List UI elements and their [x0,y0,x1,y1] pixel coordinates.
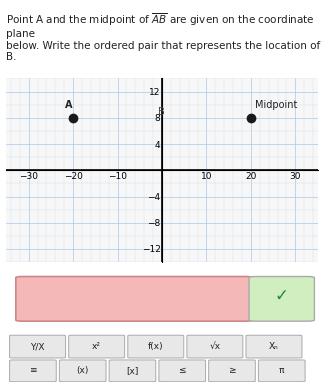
FancyBboxPatch shape [10,335,65,358]
FancyBboxPatch shape [159,360,205,382]
Text: √x: √x [209,342,220,351]
FancyBboxPatch shape [259,360,305,382]
FancyBboxPatch shape [10,360,56,382]
FancyBboxPatch shape [128,335,184,358]
Text: f(x): f(x) [148,342,164,351]
Text: (x): (x) [76,366,89,375]
Text: B: B [157,106,164,117]
Text: ≡: ≡ [29,366,37,375]
Text: ≤: ≤ [179,366,186,375]
FancyBboxPatch shape [246,335,302,358]
Text: x²: x² [92,342,101,351]
Text: ✓: ✓ [275,287,289,305]
Text: Midpoint: Midpoint [255,100,298,110]
FancyBboxPatch shape [187,335,243,358]
Text: Point A and the midpoint of $\overline{AB}$ are given on the coordinate plane
be: Point A and the midpoint of $\overline{A… [6,11,321,62]
Text: Y/X: Y/X [30,342,45,351]
Text: A: A [65,100,73,110]
Text: Xₙ: Xₙ [269,342,279,351]
FancyBboxPatch shape [69,335,125,358]
FancyBboxPatch shape [59,360,106,382]
FancyBboxPatch shape [16,277,252,321]
Text: ≥: ≥ [228,366,236,375]
Text: π: π [279,366,284,375]
Text: [x]: [x] [126,366,139,375]
FancyBboxPatch shape [109,360,156,382]
FancyBboxPatch shape [249,277,314,321]
FancyBboxPatch shape [209,360,255,382]
